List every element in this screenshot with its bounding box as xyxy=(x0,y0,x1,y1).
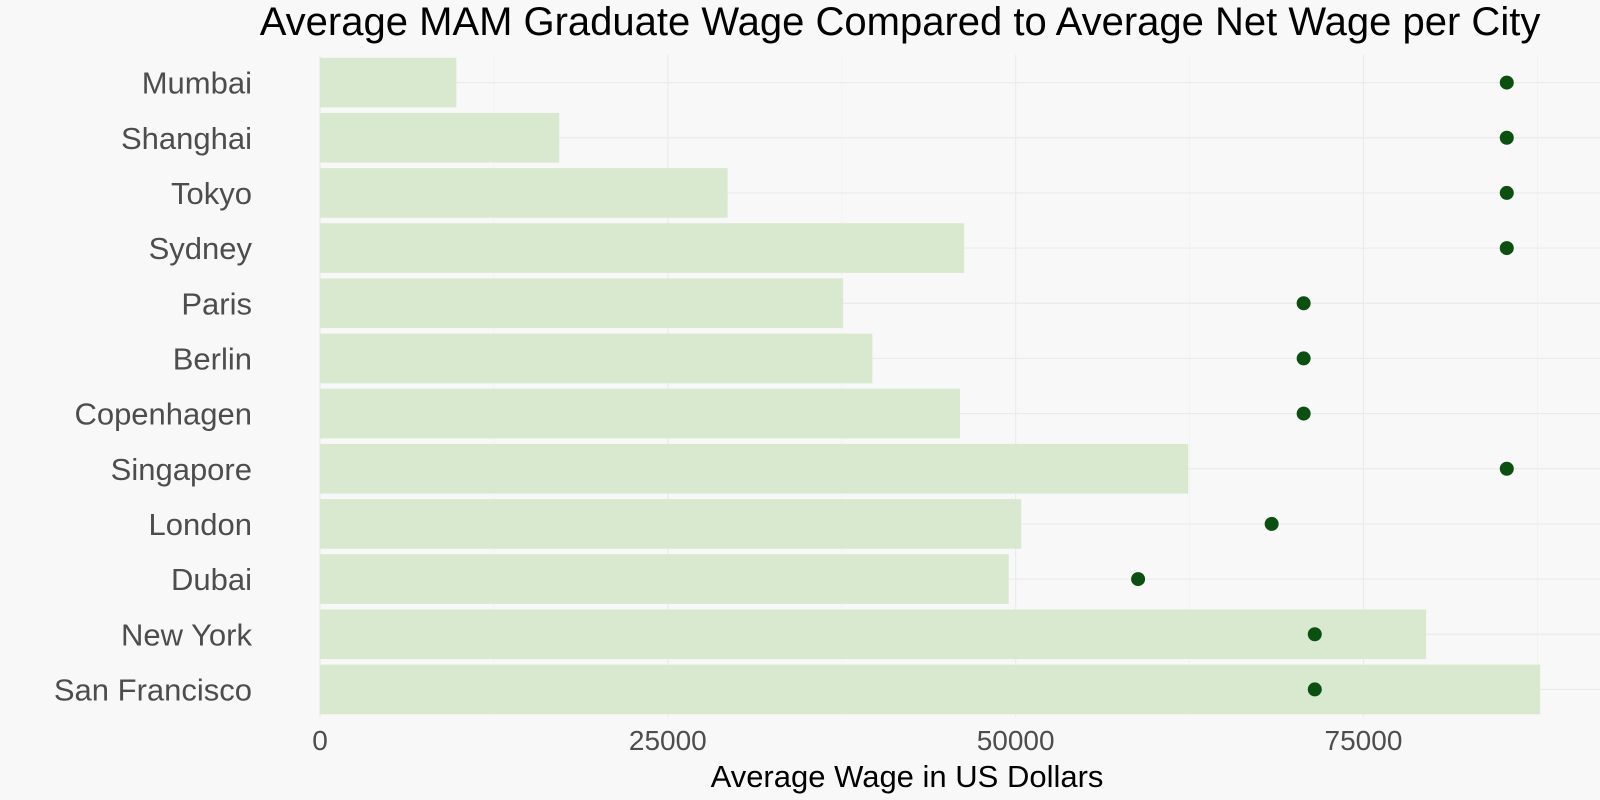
category-label: Mumbai xyxy=(142,66,252,101)
x-tick-label: 50000 xyxy=(977,725,1055,756)
data-point xyxy=(1499,185,1514,200)
bar-layer xyxy=(320,57,1541,715)
data-point xyxy=(1296,296,1311,311)
bar xyxy=(320,664,1541,715)
bar xyxy=(320,443,1189,494)
bar xyxy=(320,57,457,108)
data-point xyxy=(1131,572,1146,587)
bar xyxy=(320,333,873,384)
data-point xyxy=(1307,682,1322,697)
bar xyxy=(320,554,1009,604)
data-point xyxy=(1499,75,1514,90)
x-tick-labels: 0 25000 50000 75000 xyxy=(312,725,1402,756)
bar xyxy=(320,278,844,329)
category-label: New York xyxy=(121,617,252,652)
data-point xyxy=(1499,461,1514,476)
bar xyxy=(320,499,1022,549)
data-point xyxy=(1499,241,1514,256)
x-axis-title: Average Wage in US Dollars xyxy=(711,759,1104,794)
category-label: Dubai xyxy=(171,562,252,597)
chart-title: Average MAM Graduate Wage Compared to Av… xyxy=(260,0,1541,44)
category-label: Paris xyxy=(181,286,252,321)
point-layer xyxy=(1131,75,1514,697)
bar xyxy=(320,388,960,439)
bar xyxy=(320,112,560,163)
data-point xyxy=(1264,516,1279,531)
data-point xyxy=(1307,627,1322,642)
data-point xyxy=(1499,130,1514,145)
x-tick-label: 0 xyxy=(312,725,328,756)
category-label: Tokyo xyxy=(171,176,252,211)
bar xyxy=(320,609,1427,660)
category-label: Singapore xyxy=(111,452,252,487)
category-label: London xyxy=(149,507,252,542)
data-point xyxy=(1296,406,1311,421)
category-labels: Mumbai Shanghai Tokyo Sydney Paris Berlin Cope… xyxy=(54,66,253,708)
category-label: Shanghai xyxy=(121,121,252,156)
data-point xyxy=(1296,351,1311,366)
category-label: Sydney xyxy=(149,231,253,266)
category-label: Berlin xyxy=(173,341,252,376)
category-label: San Francisco xyxy=(54,672,252,707)
bar xyxy=(320,168,728,218)
bar xyxy=(320,223,965,273)
x-tick-label: 25000 xyxy=(629,725,707,756)
x-tick-label: 75000 xyxy=(1325,725,1403,756)
category-label: Copenhagen xyxy=(74,397,252,432)
